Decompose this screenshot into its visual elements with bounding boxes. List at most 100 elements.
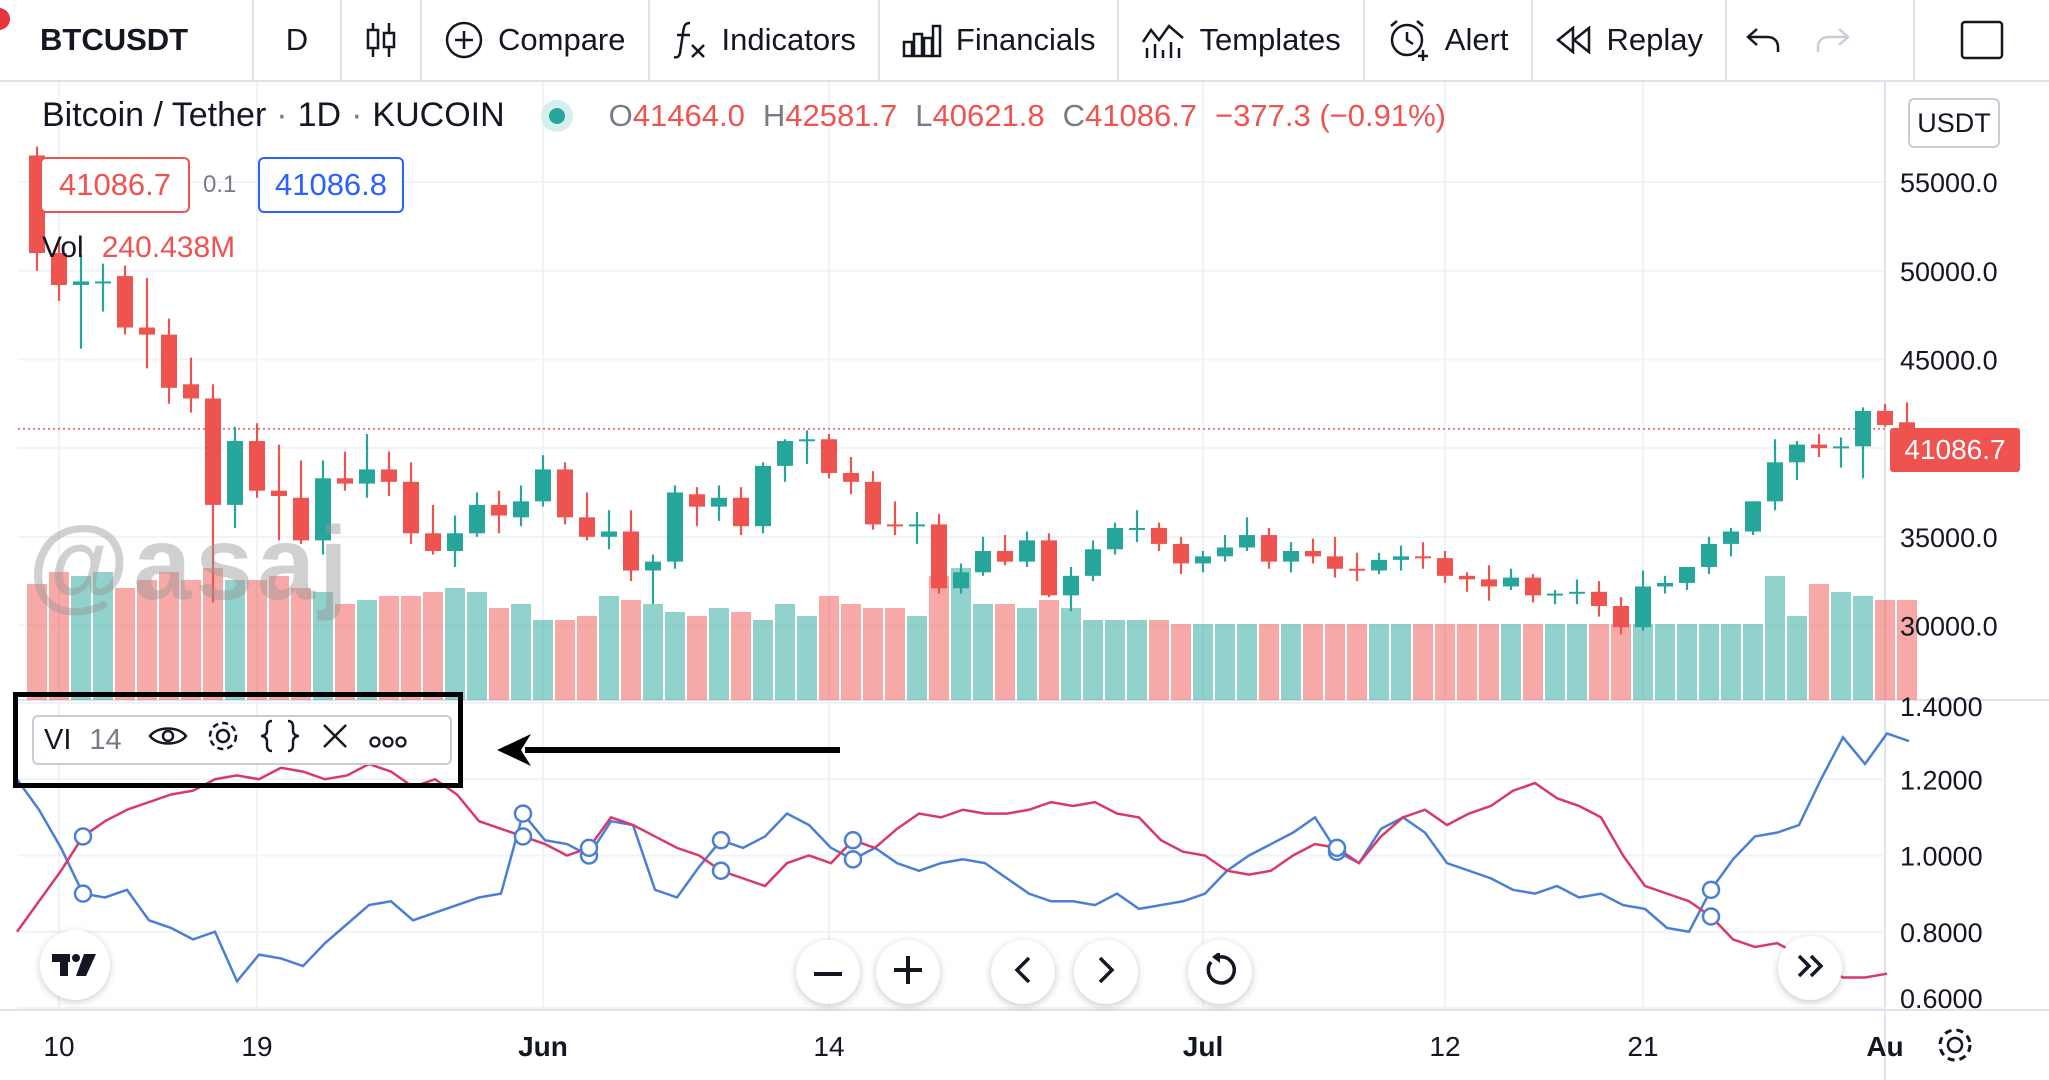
candle-body [1481, 579, 1497, 587]
volume-bar [599, 596, 619, 700]
volume-bars [27, 568, 1917, 700]
cross-marker [843, 850, 863, 869]
volume-bar [1875, 600, 1895, 700]
interval-label: D [285, 22, 309, 57]
candle-body [491, 504, 507, 516]
cross-marker [1701, 907, 1721, 926]
x-axis-tick-label: Jul [1183, 1031, 1223, 1062]
annotation-highlight-box [13, 692, 463, 788]
replay-button[interactable]: Replay [1533, 0, 1728, 80]
volume-bar [137, 580, 157, 700]
candle-body [953, 572, 969, 589]
sell-price-button[interactable]: 41086.7 [40, 157, 190, 213]
candle-body [425, 533, 441, 552]
close-icon[interactable] [320, 721, 350, 759]
alert-button[interactable]: Alert [1365, 0, 1533, 80]
indicator-legend[interactable]: VI 14 [32, 715, 452, 765]
chart-type-button[interactable] [342, 0, 422, 80]
candle-body [1855, 410, 1871, 447]
candle-body [711, 497, 727, 507]
indicators-button[interactable]: Indicators [650, 0, 880, 80]
financials-button[interactable]: Financials [880, 0, 1120, 80]
bar-chart-icon [902, 22, 942, 58]
volume-bar [1611, 624, 1631, 700]
candle-body [1613, 605, 1629, 628]
volume-bar [1193, 624, 1213, 700]
y-axis-tick-label: 50000.0 [1900, 257, 1998, 287]
compare-button[interactable]: Compare [422, 0, 650, 80]
chart-canvas[interactable]: 55000.050000.045000.040000.035000.030000… [0, 82, 2049, 1080]
volume-bar [1171, 624, 1191, 700]
candle-body [689, 494, 705, 507]
volume-bar [1061, 608, 1081, 700]
high-value: 42581.7 [785, 97, 898, 133]
source-code-icon[interactable] [258, 719, 302, 761]
square-icon [1960, 20, 2004, 60]
scroll-left-button[interactable] [991, 940, 1055, 1004]
interval-button[interactable]: D [254, 0, 342, 80]
cross-marker [1327, 838, 1347, 858]
y-axis-tick-label: 1.4000 [1900, 692, 1983, 722]
candle-body [557, 469, 573, 518]
alert-label: Alert [1444, 22, 1509, 57]
indicators-label: Indicators [721, 22, 856, 57]
x-axis-tick-label: 19 [241, 1031, 272, 1062]
y-axis-tick-label: 1.2000 [1900, 765, 1983, 795]
tradingview-logo[interactable] [40, 930, 110, 1000]
open-label: O [608, 97, 633, 133]
volume-bar [225, 580, 245, 700]
settings-gear-icon[interactable] [206, 719, 240, 761]
x-axis-tick-label: 10 [43, 1031, 74, 1062]
volume-bar [1325, 624, 1345, 700]
candle-body [249, 441, 265, 491]
volume-bar [643, 604, 663, 700]
templates-button[interactable]: Templates [1119, 0, 1365, 80]
volume-bar [445, 588, 465, 700]
scroll-right-button[interactable] [1074, 940, 1138, 1004]
buy-price-button[interactable]: 41086.8 [258, 157, 404, 213]
scroll-to-realtime-button[interactable] [1778, 936, 1842, 1000]
volume-bar [1853, 596, 1873, 700]
volume-bar [577, 616, 597, 700]
candle-body [799, 439, 815, 442]
symbol-search[interactable]: BTCUSDT [0, 0, 254, 80]
volume-bar [929, 576, 949, 700]
candle-body [1349, 568, 1365, 571]
symbol-legend: Bitcoin / Tether · 1D · KUCOIN O41464.0 … [42, 96, 1446, 135]
open-value: 41464.0 [632, 97, 745, 133]
volume-bar [1523, 624, 1543, 700]
volume-bar [423, 592, 443, 700]
currency-button[interactable]: USDT [1908, 98, 2000, 148]
x-axis-tick-label: 12 [1429, 1031, 1460, 1062]
x-axis-tick-label: 21 [1627, 1031, 1658, 1062]
redo-icon[interactable] [1815, 25, 1851, 55]
zoom-in-button[interactable] [876, 940, 940, 1004]
volume-bar [401, 596, 421, 700]
undo-icon[interactable] [1745, 25, 1781, 55]
volume-bar [819, 596, 839, 700]
zoom-out-button[interactable] [796, 940, 860, 1004]
chart-settings-icon[interactable] [1935, 1025, 1975, 1070]
candle-body [51, 253, 67, 285]
fullscreen-button[interactable] [1913, 0, 2049, 80]
candle-body [1261, 535, 1277, 562]
volume-bar [1787, 616, 1807, 700]
volume-bar [753, 620, 773, 700]
candle-body [337, 478, 353, 484]
more-options-icon[interactable] [368, 724, 408, 757]
candle-body [139, 327, 155, 335]
candle-body [1701, 543, 1717, 567]
eye-icon[interactable] [148, 723, 188, 757]
volume-bar [1149, 620, 1169, 700]
y-axis-tick-label: 0.8000 [1900, 918, 1983, 948]
reset-chart-button[interactable] [1188, 940, 1252, 1004]
volume-value: 240.438M [101, 231, 236, 264]
last-price-label: 41086.7 [1890, 428, 2020, 472]
candle-body [1371, 559, 1387, 571]
volume-bar [863, 608, 883, 700]
volume-bar [1215, 624, 1235, 700]
candle-body [843, 472, 859, 482]
candle-body [733, 497, 749, 527]
vortex-indicator-lines [15, 732, 1910, 984]
candle-body [1635, 586, 1651, 628]
